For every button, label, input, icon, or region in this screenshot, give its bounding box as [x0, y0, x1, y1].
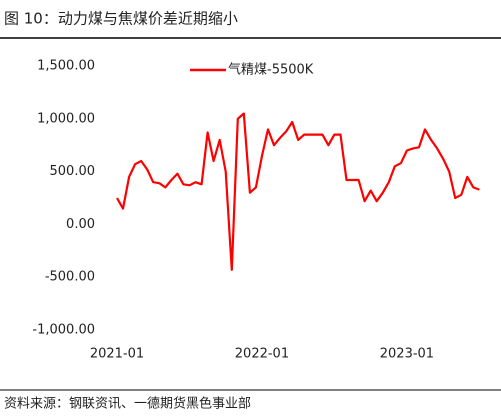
y-tick-label: 500.00 — [50, 164, 96, 179]
chart-title: 图 10：动力煤与焦煤价差近期缩小 — [4, 10, 238, 28]
legend-label: 气精煤-5500K — [228, 62, 314, 78]
x-tick-label: 2022-01 — [235, 347, 289, 362]
source: 资料来源：钢联资讯、一德期货黑色事业部 — [4, 396, 251, 412]
y-tick-label: 0.00 — [66, 217, 95, 232]
x-tick-label: 2023-01 — [380, 347, 434, 362]
series-line — [116, 112, 480, 271]
y-tick-label: -500.00 — [45, 270, 95, 285]
y-tick-label: 1,000.00 — [37, 111, 95, 126]
y-tick-label: -1,000.00 — [32, 323, 95, 338]
x-tick-label: 2021-01 — [90, 347, 144, 362]
y-tick-label: 1,500.00 — [37, 59, 95, 74]
